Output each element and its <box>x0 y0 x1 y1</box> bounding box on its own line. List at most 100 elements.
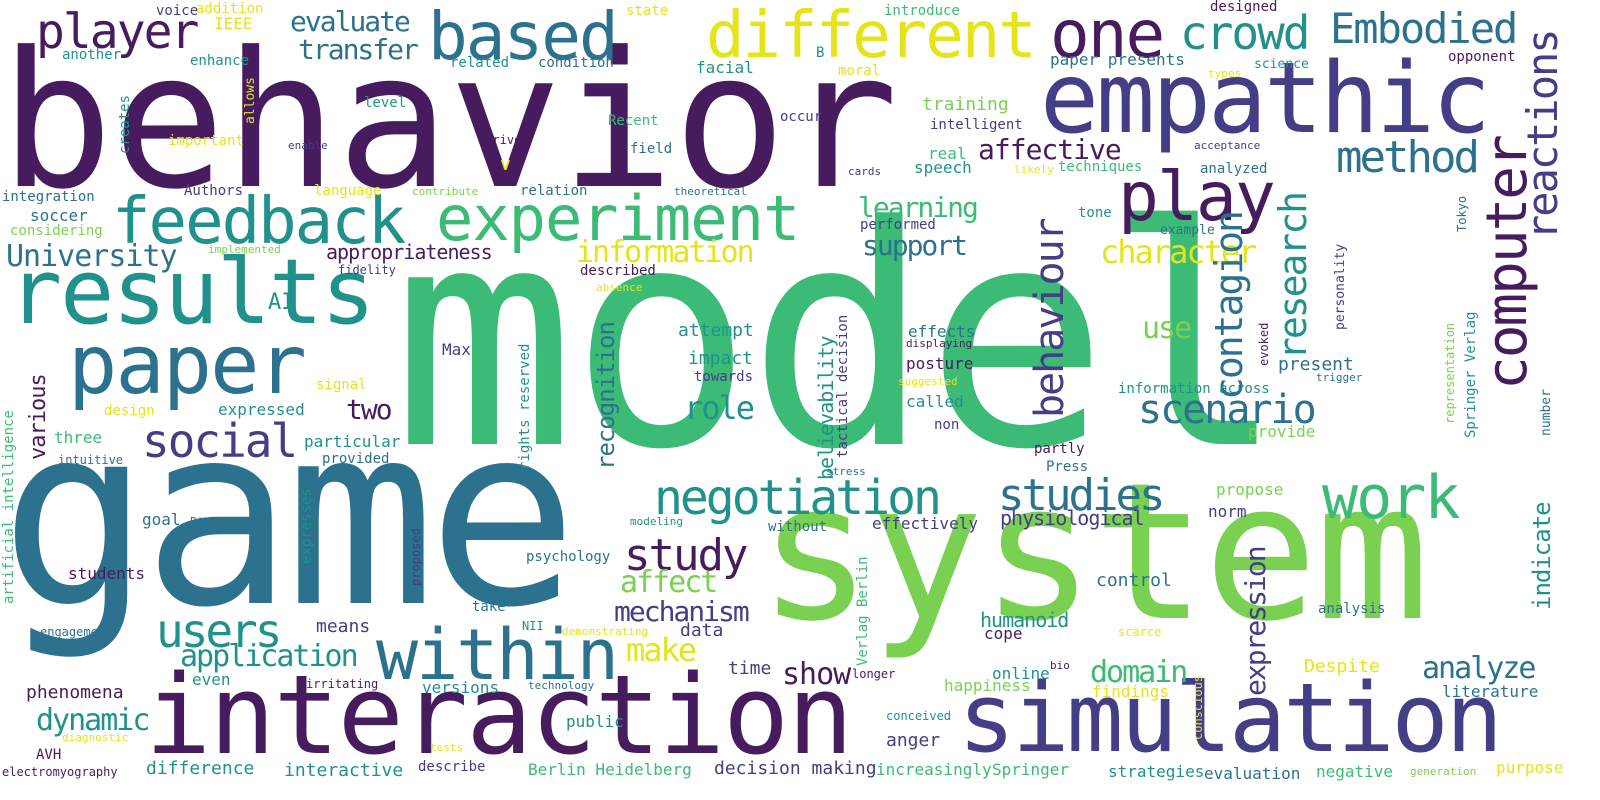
word-impact: impact <box>688 348 754 369</box>
word-opponent: opponent <box>1448 49 1516 65</box>
word-b: B <box>816 45 825 61</box>
word-humanoid: humanoid <box>980 608 1069 632</box>
word-contagion: contagion <box>1207 212 1251 400</box>
word-signal: signal <box>316 377 367 393</box>
word-anger: anger <box>886 730 941 751</box>
word-longer: longer <box>852 667 896 681</box>
word-negative: negative <box>1316 762 1394 781</box>
word-provide: provide <box>1248 422 1316 441</box>
word-difference: difference <box>146 758 255 779</box>
word-mechanism: mechanism <box>614 595 750 628</box>
word-public: public <box>566 712 624 731</box>
word-dynamic: dynamic <box>36 703 150 738</box>
word-phenomena: phenomena <box>26 682 124 703</box>
word-information: information <box>576 235 755 270</box>
word-stress: stress <box>826 465 866 478</box>
word-language: language <box>314 183 382 199</box>
word-number: number <box>1539 389 1554 436</box>
word-techniques: techniques <box>1058 159 1143 175</box>
word-addition: addition <box>196 1 264 17</box>
word-expression: expression <box>1239 547 1272 696</box>
word-studies: studies <box>998 470 1165 521</box>
word-literature: literature <box>1442 682 1539 701</box>
word-expressed: expressed <box>218 400 305 419</box>
word-interaction: interaction <box>145 651 853 779</box>
word-social: social <box>142 414 298 468</box>
word-domain: domain <box>1090 655 1188 690</box>
word-propose: propose <box>1216 480 1284 499</box>
word-three: three <box>54 428 103 447</box>
word-intelligent: intelligent <box>930 117 1023 133</box>
word-technology: technology <box>528 679 595 692</box>
word-partly: partly <box>1034 441 1085 457</box>
word-player: player <box>36 4 199 60</box>
word-introduce: introduce <box>884 3 960 19</box>
word-data: data <box>680 620 724 641</box>
word-role: role <box>684 389 755 427</box>
word-evoked: evoked <box>1257 322 1271 366</box>
word-various: various <box>26 374 51 460</box>
word-design: design <box>104 403 155 419</box>
word-example: example <box>1160 223 1215 238</box>
word-tactical-decision: tactical decision <box>835 314 851 458</box>
word-online: online <box>992 664 1050 683</box>
word-take: take <box>472 599 506 615</box>
word-indicate: indicate <box>1528 502 1556 610</box>
word-called: called <box>906 392 964 411</box>
word-theoretical: theoretical <box>674 185 747 198</box>
word-absence: absence <box>596 281 643 294</box>
word-relation: relation <box>520 183 588 199</box>
word-proposed: proposed <box>409 528 423 586</box>
word-occur: occur <box>780 109 823 125</box>
word-goal: goal <box>142 510 181 529</box>
word-system: system <box>758 442 1429 663</box>
word-one: one <box>1050 0 1165 73</box>
word-tokyo: Tokyo <box>1455 195 1469 232</box>
word-level: level <box>364 95 407 111</box>
word-authors: Authors <box>184 183 244 199</box>
word-contribute: contribute <box>412 185 479 198</box>
word-strategies: strategies <box>1108 762 1205 781</box>
word-demonstrating: demonstrating <box>562 625 649 638</box>
word-scenario: scenario <box>1138 387 1317 433</box>
word-verlag-berlin: Verlag Berlin <box>855 556 871 666</box>
word-important: important <box>168 133 244 149</box>
word-likely: likely <box>1014 163 1054 176</box>
word-science: science <box>1254 57 1309 72</box>
word-personality: personality <box>1333 243 1348 330</box>
word-character: character <box>1100 233 1257 271</box>
word-irritating: irritating <box>306 677 379 691</box>
word-support: support <box>862 229 968 262</box>
word-scarce: scarce <box>1118 625 1162 639</box>
word-make: make <box>626 631 697 669</box>
word-conscious: conscious <box>1191 674 1205 740</box>
word-affective: affective <box>978 133 1122 166</box>
word-game: game <box>0 371 578 662</box>
word-particular: particular <box>304 432 401 451</box>
word-ai: AI <box>268 290 295 315</box>
word-state: state <box>626 3 669 19</box>
word-acceptance: acceptance <box>1194 139 1261 152</box>
word-two: two <box>346 393 393 426</box>
word-analysis: analysis <box>1318 601 1386 617</box>
word-application: application <box>180 639 359 674</box>
word-play: play <box>1118 158 1276 237</box>
word-enhance: enhance <box>190 53 250 69</box>
word-trigger: trigger <box>1316 371 1363 384</box>
word-present: present <box>1278 354 1354 375</box>
word-behavior: behavior <box>0 12 898 231</box>
word-students: students <box>68 564 146 583</box>
word-real: real <box>928 144 967 163</box>
word-psychology: psychology <box>526 549 611 565</box>
word-effects: effects <box>908 322 976 341</box>
word-avh: AVH <box>36 747 62 763</box>
word-related: related <box>450 55 510 71</box>
word-rights-reserved: rights reserved <box>517 343 533 470</box>
word-non: non <box>934 417 960 433</box>
word-behaviour: behaviour <box>1027 219 1073 418</box>
word-creates: creates <box>117 94 133 154</box>
word-diagnostic: diagnostic <box>62 731 129 744</box>
word-affect: affect <box>620 565 718 600</box>
word-artificial-intelligence: artificial intelligence <box>1 410 17 604</box>
word-findings: findings <box>1092 682 1170 701</box>
